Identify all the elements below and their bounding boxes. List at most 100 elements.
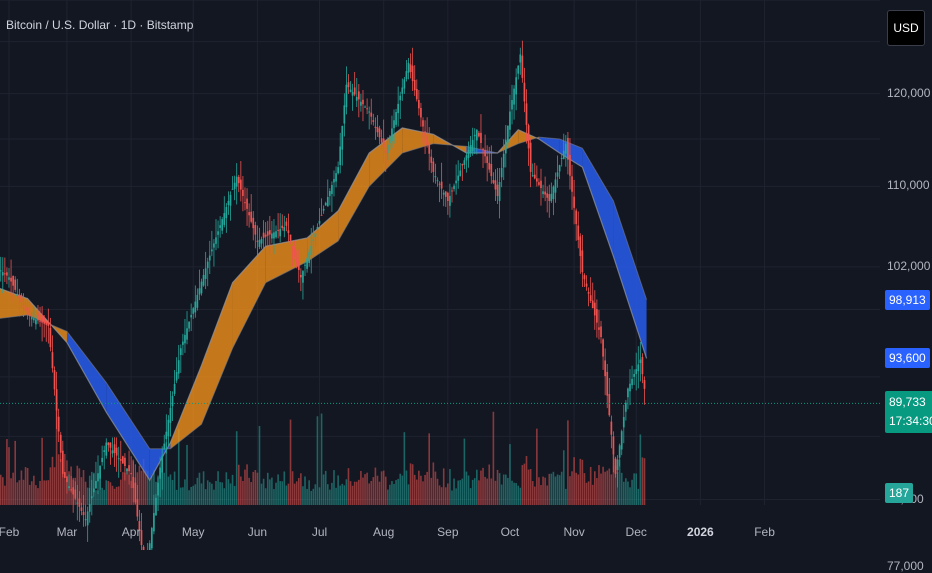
volume-bar [101, 487, 103, 505]
symbol-title: Bitcoin / U.S. Dollar · 1D · Bitstamp [6, 18, 194, 32]
candle-body [213, 243, 215, 248]
price-tick-label: 110,000 [887, 178, 930, 193]
candle-body [329, 191, 331, 196]
volume-bar [546, 485, 548, 505]
volume-bar [206, 480, 209, 505]
time-tick-label: Apr [121, 525, 141, 539]
candle-body [382, 138, 385, 148]
candle-body [277, 229, 279, 231]
candle-body [215, 237, 217, 244]
candle-body [502, 153, 505, 168]
volume-bar [519, 487, 522, 505]
candle-body [343, 105, 346, 124]
candle-body [99, 465, 101, 479]
volume-bar [544, 477, 546, 505]
candle-body [475, 129, 478, 141]
candle-body [606, 371, 609, 396]
candle-body [513, 88, 515, 105]
volume-bar [208, 482, 211, 505]
volume-bar [310, 490, 313, 505]
candle-body [635, 369, 638, 375]
volume-bar [353, 481, 356, 505]
volume-bar [542, 476, 544, 505]
volume-bar [413, 474, 416, 505]
volume-bar [333, 470, 335, 505]
candle-body [200, 281, 203, 294]
candle-body [239, 179, 242, 190]
volume-bar [521, 465, 524, 505]
candle-body [426, 136, 428, 145]
volume-bar [415, 479, 418, 505]
volume-bar [194, 484, 197, 505]
volume-bar [473, 478, 476, 505]
volume-bar [86, 487, 89, 505]
candle-body [80, 507, 83, 511]
candle-body [165, 431, 168, 440]
volume-bar [192, 485, 195, 505]
candle-body [273, 232, 275, 239]
volume-bar [306, 488, 308, 505]
volume-bar [538, 477, 540, 505]
candle-body [339, 146, 342, 165]
volume-bar [155, 481, 157, 505]
candle-body [401, 87, 404, 94]
candle-body [616, 459, 619, 471]
volume-bar [341, 483, 344, 505]
candle-body [444, 191, 447, 197]
candle-body [258, 239, 261, 247]
candle-body [202, 274, 205, 286]
ema-fast-line [0, 127, 648, 482]
volume-bar [153, 469, 155, 505]
candle-body [252, 217, 255, 229]
candle-body [409, 64, 412, 73]
candle-body [122, 456, 124, 464]
volume-bar [573, 457, 575, 505]
candle-body [418, 100, 420, 109]
candle-body [391, 128, 393, 142]
candle-body [291, 246, 294, 248]
volume-bar [565, 488, 567, 505]
candle-body [28, 314, 31, 317]
volume-bar [513, 482, 515, 505]
volume-bar [138, 465, 141, 505]
candle-body [182, 341, 184, 345]
volume-bar [107, 480, 110, 505]
volume-bar [496, 469, 499, 505]
volume-bar [200, 483, 203, 505]
volume-bar [33, 475, 35, 505]
candle-body [449, 195, 451, 206]
price-chart[interactable] [0, 0, 932, 550]
candle-body [395, 112, 397, 125]
volume-bar [424, 474, 426, 505]
currency-button[interactable]: USD [887, 10, 925, 46]
volume-bar [171, 479, 174, 505]
candle-body [637, 364, 640, 372]
volume-bar [372, 477, 375, 505]
volume-bar [637, 488, 640, 505]
volume-bar [374, 467, 377, 505]
volume-bar [10, 478, 12, 505]
volume-bar [585, 482, 588, 505]
candle-body [643, 380, 646, 389]
volume-bar [219, 482, 221, 505]
candle-body [347, 82, 350, 88]
candle-body [322, 208, 325, 211]
candle-body [190, 314, 193, 318]
candle-body [30, 317, 33, 320]
candle-body [59, 434, 62, 453]
candle-body [337, 167, 339, 174]
volume-bar [426, 471, 428, 505]
candle-body [225, 207, 228, 219]
volume-bar [351, 485, 354, 505]
candle-body [281, 225, 284, 229]
candle-body [41, 315, 43, 323]
candle-body [509, 111, 511, 130]
volume-bar [119, 479, 122, 505]
volume-bar [558, 475, 561, 505]
ema-fast-label: 93,600 [885, 348, 930, 369]
candle-body [163, 443, 166, 450]
candle-body [577, 225, 580, 240]
candle-body [90, 496, 93, 499]
candle-body [250, 211, 253, 222]
volume-bar [550, 473, 553, 505]
